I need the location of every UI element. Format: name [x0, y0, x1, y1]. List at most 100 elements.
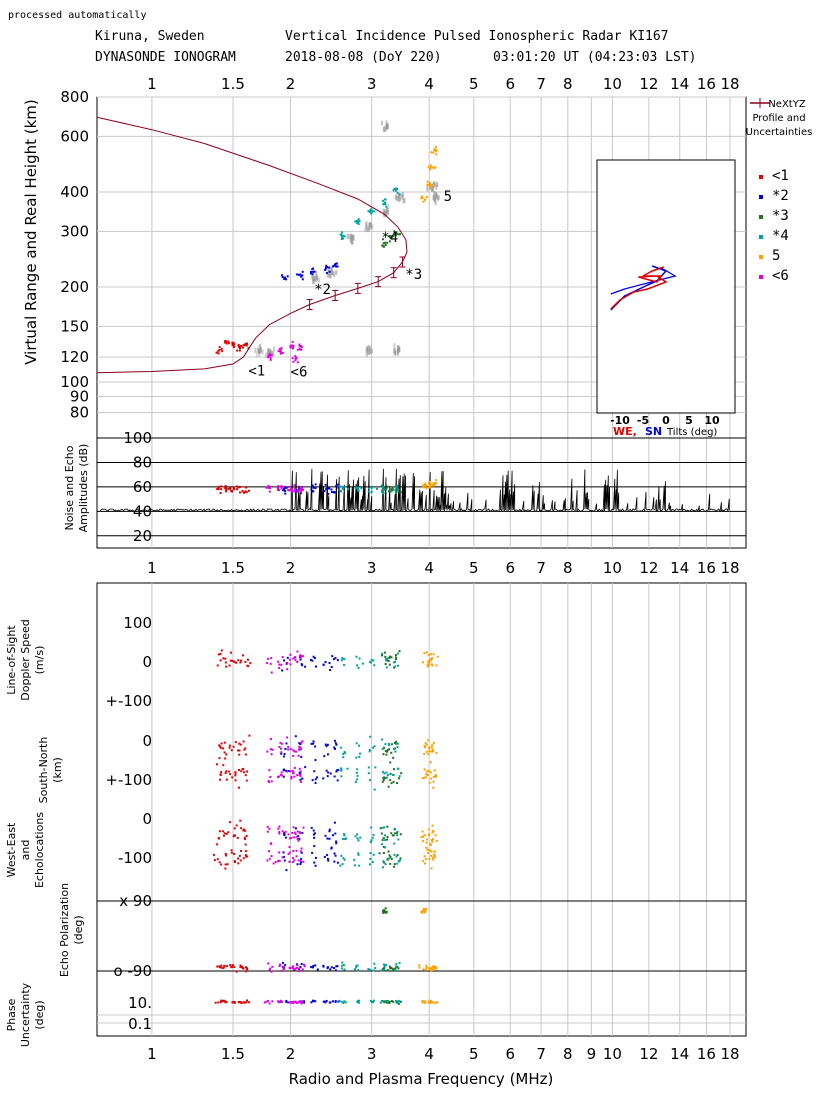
west-east-point — [427, 828, 430, 831]
west-east-point — [399, 857, 402, 860]
west-east-point — [330, 846, 333, 849]
ionogram-point — [331, 265, 334, 268]
south-north-point — [228, 770, 231, 773]
echo-amplitude-point — [295, 490, 298, 493]
echo-amplitude-point — [290, 488, 293, 491]
ionogram-point — [301, 270, 304, 273]
echo-amplitude-point — [328, 487, 331, 490]
echo-amplitude-point — [370, 490, 373, 493]
west-east-point — [389, 862, 392, 865]
echo-amplitude-point — [283, 486, 286, 489]
south-north-point — [356, 774, 359, 777]
polarization-point — [341, 961, 344, 964]
phase-point — [423, 1000, 426, 1003]
doppler-point — [384, 655, 387, 658]
south-north-point — [314, 781, 317, 784]
phase-point — [281, 1000, 284, 1003]
south-north-point — [298, 773, 301, 776]
ionogram-point — [267, 356, 270, 359]
west-east-point — [428, 833, 431, 836]
west-east-point — [287, 833, 290, 836]
echo-amplitude-point — [314, 483, 317, 486]
south-north-point — [225, 770, 228, 773]
echo-amplitude-point — [311, 484, 314, 487]
ionogram-point — [289, 345, 292, 348]
ionogram-point — [382, 238, 385, 241]
west-east-point — [427, 849, 430, 852]
raw-echo-mark — [348, 234, 351, 240]
echo-amplitude-point — [280, 487, 283, 490]
west-east-point — [295, 855, 298, 858]
west-east-point — [399, 833, 402, 836]
raw-echo-mark — [368, 222, 371, 228]
west-east-point — [335, 842, 338, 845]
south-north-point — [325, 745, 328, 748]
polarization-point — [353, 968, 356, 971]
raw-echo-mark — [364, 227, 367, 233]
south-north-point — [267, 780, 270, 783]
west-east-point — [266, 825, 269, 828]
raw-echo-mark — [318, 277, 321, 283]
ionogram-point — [218, 346, 221, 349]
ionogram-point — [292, 360, 295, 363]
phase-point — [312, 999, 315, 1002]
south-north-point — [387, 748, 390, 751]
west-east-point — [393, 842, 396, 845]
ionogram-point — [242, 344, 245, 347]
south-north-point — [300, 748, 303, 751]
doppler-point — [249, 662, 252, 665]
raw-echo-mark — [435, 191, 438, 197]
south-north-point — [324, 743, 327, 746]
south-north-point — [219, 746, 222, 749]
echo-amplitude-point — [299, 489, 302, 492]
west-east-point — [233, 860, 236, 863]
legend-profile-title: NeXtYZ — [768, 99, 806, 110]
ionogram-point — [383, 201, 386, 204]
doppler-point — [396, 664, 399, 667]
ionogram-point — [299, 273, 302, 276]
middle-frequency-tick-label: 1 — [147, 559, 157, 577]
west-east-point — [388, 854, 391, 857]
phase-point — [424, 1000, 427, 1003]
south-north-point — [423, 746, 426, 749]
echo-amplitude-point — [432, 484, 435, 487]
polarization-point — [303, 965, 306, 968]
doppler-point — [368, 661, 371, 664]
ionogram-point — [300, 348, 303, 351]
south-north-point — [385, 771, 388, 774]
echo-amplitude-point — [277, 487, 280, 490]
echo-amplitude-point — [341, 486, 344, 489]
doppler-point — [380, 654, 383, 657]
doppler-point — [388, 656, 391, 659]
south-north-point — [285, 742, 288, 745]
west-east-point — [369, 857, 372, 860]
doppler-point — [370, 661, 373, 664]
raw-echo-mark — [387, 203, 390, 209]
south-north-point — [225, 753, 228, 756]
top-frequency-tick-label: 10 — [603, 75, 622, 93]
south-north-point — [424, 742, 427, 745]
ionogram-point — [220, 348, 223, 351]
echo-amplitude-point — [237, 486, 240, 489]
polarization-point — [310, 966, 313, 969]
south-north-point — [312, 740, 315, 743]
doppler-point — [430, 663, 433, 666]
south-north-point — [285, 769, 288, 772]
south-north-point — [382, 753, 385, 756]
south-north-point — [334, 747, 337, 750]
west-east-point — [393, 853, 396, 856]
west-east-point — [382, 845, 385, 848]
polarization-point — [390, 966, 393, 969]
raw-echo-mark — [395, 195, 398, 201]
raw-echo-mark — [399, 196, 402, 202]
west-east-point — [423, 834, 426, 837]
echo-amplitude-point — [310, 488, 313, 491]
polarization-point — [244, 970, 247, 973]
ionogram-point — [396, 188, 399, 191]
doppler-point — [426, 665, 429, 668]
polarization-point — [316, 968, 319, 971]
polarization-point — [267, 962, 270, 965]
ionogram-point — [237, 345, 240, 348]
south-north-point — [435, 752, 438, 755]
echo-amplitude-point — [425, 487, 428, 490]
